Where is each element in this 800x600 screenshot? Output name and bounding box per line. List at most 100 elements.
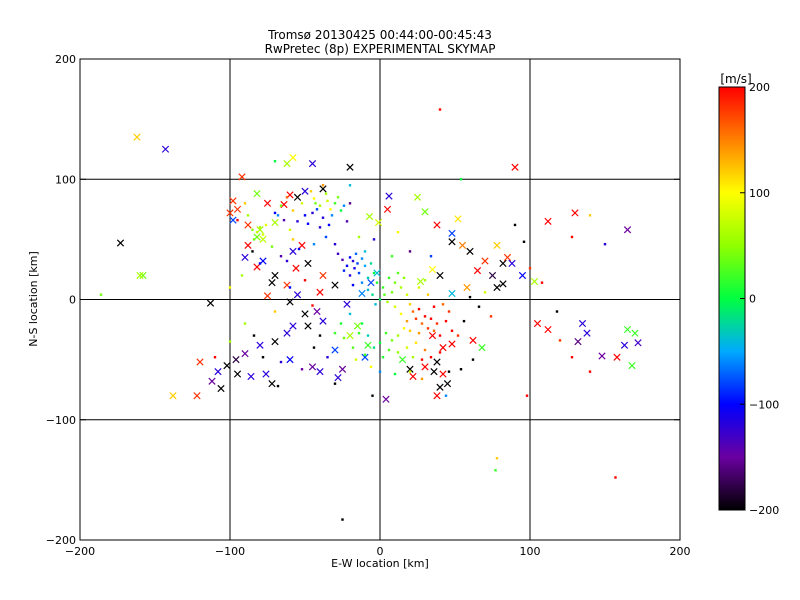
data-point-dot <box>251 228 254 231</box>
data-point-cross <box>373 269 381 277</box>
data-point-cross <box>508 259 516 268</box>
data-point-dot <box>357 331 361 335</box>
data-point-dot <box>291 209 295 212</box>
data-point-dot <box>261 233 265 236</box>
data-point-dot <box>351 259 355 263</box>
data-point-cross <box>338 365 347 373</box>
data-point-dot <box>432 329 436 332</box>
plot-area: −200 −100 0 100 200 −200 −100 0 100 200 <box>46 53 691 558</box>
data-point-dot <box>444 319 448 323</box>
data-point-dot <box>447 370 451 373</box>
data-point-dot <box>276 384 280 388</box>
data-point-dot <box>306 222 310 225</box>
data-point-cross <box>583 329 591 337</box>
data-point-dot <box>303 279 307 282</box>
data-point-dot <box>240 274 244 277</box>
data-point-dot <box>588 214 592 217</box>
data-point-cross <box>206 299 215 307</box>
data-point-dot <box>417 307 421 311</box>
x-axis-label: E-W location [km] <box>331 557 429 570</box>
data-point-dot <box>387 348 391 352</box>
data-point-cross <box>331 346 339 354</box>
data-point-dot <box>378 298 382 301</box>
data-point-cross <box>244 241 252 250</box>
data-point-dot <box>348 312 352 316</box>
data-point-cross <box>116 239 125 247</box>
data-point-dot <box>348 202 352 205</box>
data-point-cross <box>416 277 425 286</box>
data-point-cross <box>382 395 390 403</box>
data-point-cross <box>292 264 300 272</box>
data-point-cross <box>308 159 317 168</box>
data-point-cross <box>481 257 489 265</box>
data-point-dot <box>236 218 239 222</box>
data-point-dot <box>399 286 403 289</box>
data-point-cross <box>298 241 306 250</box>
data-point-dot <box>360 257 364 260</box>
data-point-cross <box>439 343 447 352</box>
data-point-dot <box>360 281 364 284</box>
colorbar: [m/s] −200 −100 0 100 200 <box>718 72 779 517</box>
data-point-dot <box>258 226 262 229</box>
data-point-cross <box>544 217 552 225</box>
x-tick-label: 0 <box>377 545 384 558</box>
data-point-dot <box>393 281 397 284</box>
data-point-dot <box>285 259 289 263</box>
data-point-dot <box>213 356 217 359</box>
data-point-dot <box>255 230 259 234</box>
data-point-cross <box>398 356 407 364</box>
data-point-dot <box>429 317 433 320</box>
data-point-dot <box>603 242 607 246</box>
data-point-dot <box>312 197 316 200</box>
data-point-dot <box>279 204 283 207</box>
data-point-cross <box>436 383 444 391</box>
data-point-cross <box>466 247 474 256</box>
data-point-cross <box>233 370 242 378</box>
data-point-cross <box>578 319 587 328</box>
data-point-cross <box>628 362 636 370</box>
data-point-dot <box>360 322 364 325</box>
data-point-dot <box>588 370 592 373</box>
data-point-dot <box>483 291 487 294</box>
data-point-cross <box>385 192 393 200</box>
colorbar-tick-label: 200 <box>749 81 770 94</box>
data-point-cross <box>263 199 272 207</box>
data-point-dot <box>405 319 409 323</box>
data-point-dot <box>288 286 292 289</box>
data-point-dot <box>414 317 418 320</box>
data-point-dot <box>381 356 385 359</box>
data-point-cross <box>421 208 429 216</box>
data-point-cross <box>433 358 441 366</box>
data-point-dot <box>396 351 400 354</box>
data-point-dot <box>408 250 412 253</box>
data-point-dot <box>494 469 497 472</box>
data-point-dot <box>228 286 232 289</box>
x-tick-label: −100 <box>215 545 245 558</box>
data-point-cross <box>268 380 276 388</box>
data-point-dot <box>318 334 322 337</box>
data-point-dot <box>402 276 406 280</box>
data-point-dot <box>462 319 466 323</box>
tick-layer: −200 −100 0 100 200 −200 −100 0 100 200 <box>46 53 691 558</box>
data-point-cross <box>421 363 429 371</box>
data-point-dot <box>345 220 349 223</box>
data-point-cross <box>433 221 441 229</box>
data-point-dot <box>341 518 344 521</box>
data-point-cross <box>361 353 369 361</box>
data-point-cross <box>413 193 422 201</box>
data-point-cross <box>136 271 144 280</box>
data-point-dot <box>324 235 328 239</box>
data-point-dot <box>420 358 424 361</box>
data-point-cross <box>598 352 606 360</box>
data-point-dot <box>399 312 403 316</box>
data-point-cross <box>631 329 639 337</box>
data-point-dot <box>393 305 397 308</box>
colorbar-ticks: −200 −100 0 100 200 <box>740 81 779 517</box>
data-point-dot <box>354 252 358 256</box>
y-tick-label: 0 <box>69 294 76 307</box>
data-point-dot <box>438 334 442 337</box>
data-point-dot <box>279 255 283 258</box>
data-point-dot <box>378 341 382 344</box>
data-point-cross <box>238 173 246 181</box>
data-point-cross <box>301 187 309 195</box>
